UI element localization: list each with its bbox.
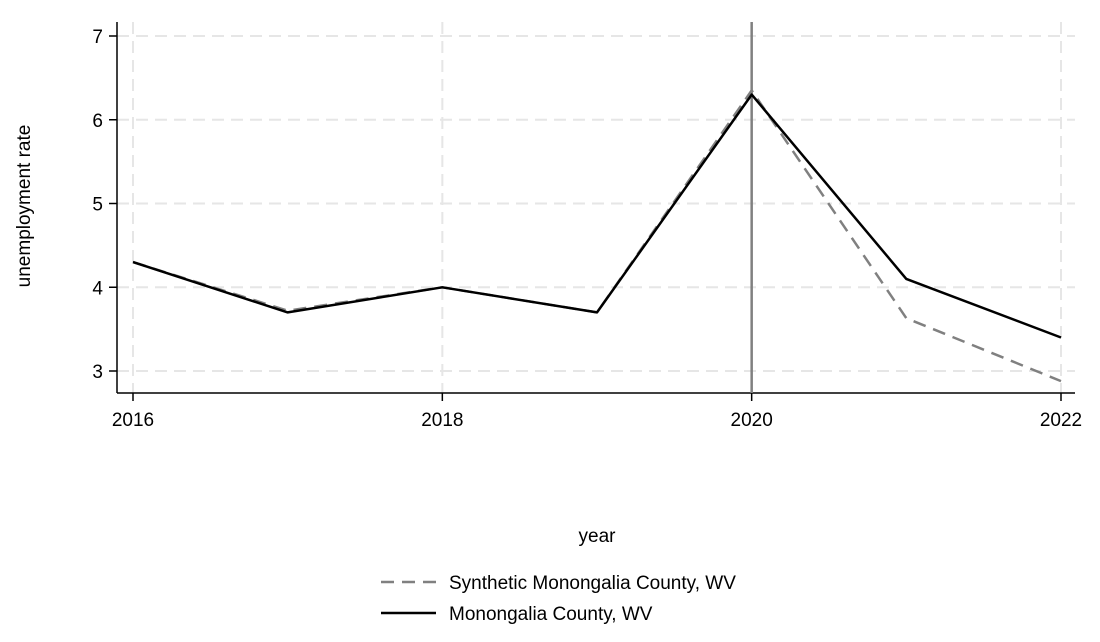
- x-axis-ticks: 2016 2018 2020 2022: [112, 393, 1082, 431]
- x-tick-label: 2022: [1040, 410, 1082, 431]
- x-tick-label: 2020: [731, 410, 773, 431]
- x-tick-label: 2018: [421, 410, 463, 431]
- y-tick-label: 3: [92, 362, 103, 383]
- legend-label-1: Synthetic Monongalia County, WV: [449, 573, 736, 594]
- y-tick-label: 5: [92, 195, 103, 216]
- y-tick-label: 7: [92, 27, 103, 48]
- x-tick-label: 2016: [112, 410, 154, 431]
- y-axis-title: unemployment rate: [14, 125, 35, 288]
- axes: [116, 22, 1075, 394]
- x-axis-title: year: [579, 526, 617, 547]
- grid-lines: [117, 22, 1075, 393]
- legend-label-2: Monongalia County, WV: [449, 604, 653, 625]
- legend: Synthetic Monongalia County, WV Monongali…: [381, 573, 736, 625]
- series-layer: [132, 89, 1062, 383]
- y-tick-label: 4: [92, 278, 103, 299]
- series-line-1: [132, 89, 1062, 383]
- y-tick-label: 6: [92, 111, 103, 132]
- y-axis-ticks: 3 4 5 6 7: [92, 27, 117, 383]
- series-line-2: [132, 93, 1062, 339]
